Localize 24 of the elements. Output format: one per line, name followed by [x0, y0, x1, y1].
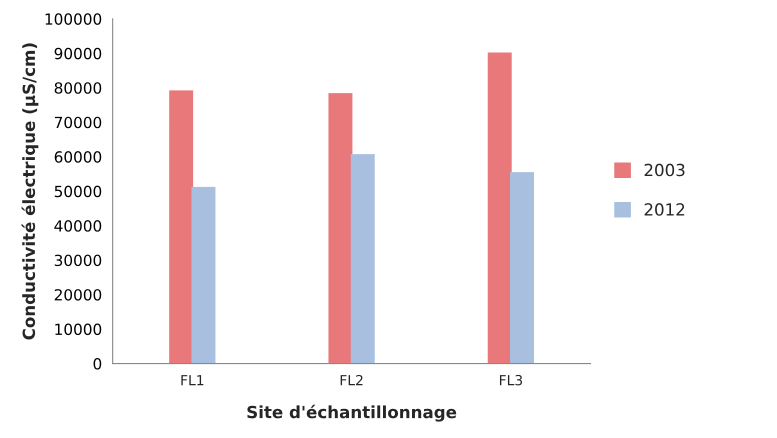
legend-label: 2003 [644, 164, 684, 176]
legend-label: 2012 [644, 203, 684, 216]
y-tick-label: 70000 [54, 116, 102, 128]
y-tick-label: 60000 [54, 151, 102, 163]
y-tick-label: 10000 [55, 324, 102, 336]
x-tick-label: FL3 [500, 374, 522, 386]
y-tick-label: 20000 [54, 289, 102, 301]
x-axis-title: Site d'échantillonnage [247, 404, 456, 422]
y-tick-label: 40000 [54, 220, 102, 232]
bar [191, 186, 216, 364]
bar [510, 172, 534, 364]
x-tick-label: FL1 [181, 375, 204, 386]
y-tick-label: 0 [94, 358, 102, 370]
bar [169, 90, 194, 364]
y-tick-label: 100000 [46, 13, 102, 25]
bar [350, 154, 375, 364]
x-tick-label: FL2 [340, 374, 362, 386]
bar [488, 52, 512, 364]
y-tick-label: 80000 [54, 82, 102, 94]
y-tick-label: 50000 [54, 186, 102, 198]
bar [328, 93, 352, 364]
y-axis-title: Conductivité électrique (µS/cm) [22, 43, 38, 340]
y-tick-label: 90000 [54, 48, 102, 60]
y-tick-label: 30000 [54, 254, 102, 266]
